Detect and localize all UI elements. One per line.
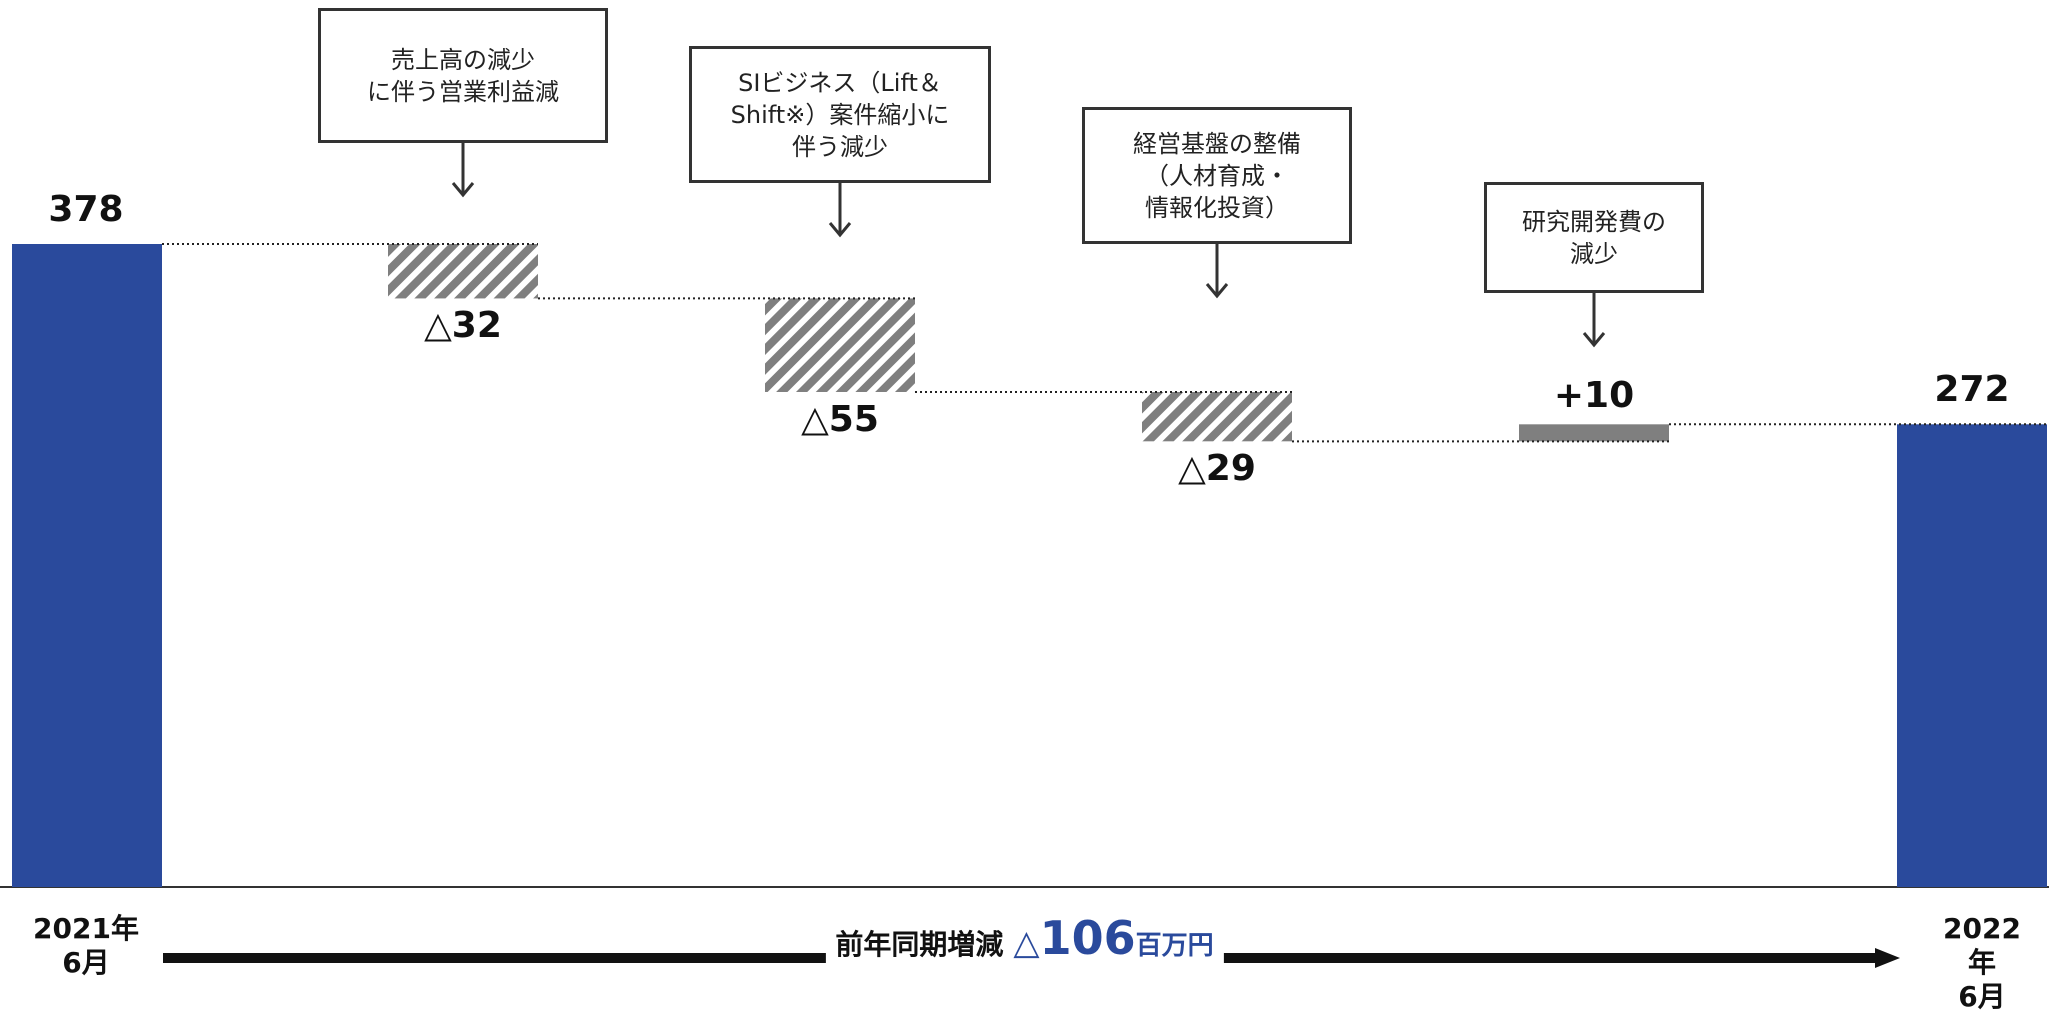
bar-end-total — [1897, 424, 2047, 887]
bar-step-3 — [1142, 391, 1292, 442]
period-start-month: 6月 — [62, 946, 110, 979]
yoy-change-number: 106 — [1039, 911, 1136, 965]
bar-step-1-value-label: △32 — [424, 305, 502, 347]
bar-step-2 — [765, 298, 915, 392]
waterfall-chart — [0, 143, 2049, 968]
bar-step-2-value-label: △55 — [801, 398, 879, 440]
bar-step-3-value-label: △29 — [1178, 448, 1256, 490]
yoy-change-label: 前年同期増減 — [835, 928, 1004, 961]
period-label-start: 2021年 6月 — [33, 912, 139, 980]
annotation-box-4: 研究開発費の 減少 — [1484, 182, 1704, 293]
bar-step-4-value-label: +10 — [1553, 375, 1635, 417]
annotation-box-2: SIビジネス（Lift＆ Shift※）案件縮小に 伴う減少 — [689, 46, 991, 183]
bar-start-total — [12, 244, 162, 887]
annotation-arrow-3 — [1205, 244, 1229, 299]
triangle-mark: △ — [1013, 923, 1040, 963]
bar-end-value-label: 272 — [1934, 369, 2010, 411]
annotation-arrow-4 — [1582, 293, 1606, 348]
period-end-month: 6月 — [1958, 980, 2006, 1013]
bar-step-4 — [1519, 424, 1669, 442]
period-end-year: 2022年 — [1943, 912, 2021, 979]
yoy-change-value: △106 — [1013, 911, 1135, 965]
annotation-box-3: 経営基盤の整備 （人材育成・ 情報化投資） — [1082, 107, 1352, 244]
annotation-arrow-2 — [828, 183, 852, 238]
period-label-end: 2022年 6月 — [1943, 912, 2021, 1014]
yoy-change-unit: 百万円 — [1135, 931, 1214, 961]
bar-step-1 — [388, 244, 538, 299]
yoy-change-footer: 前年同期増減 △106百万円 — [825, 911, 1224, 965]
period-start-year: 2021年 — [33, 912, 139, 945]
annotation-box-1: 売上高の減少 に伴う営業利益減 — [318, 8, 608, 143]
bar-start-value-label: 378 — [48, 189, 124, 230]
annotation-arrow-1 — [451, 143, 475, 198]
